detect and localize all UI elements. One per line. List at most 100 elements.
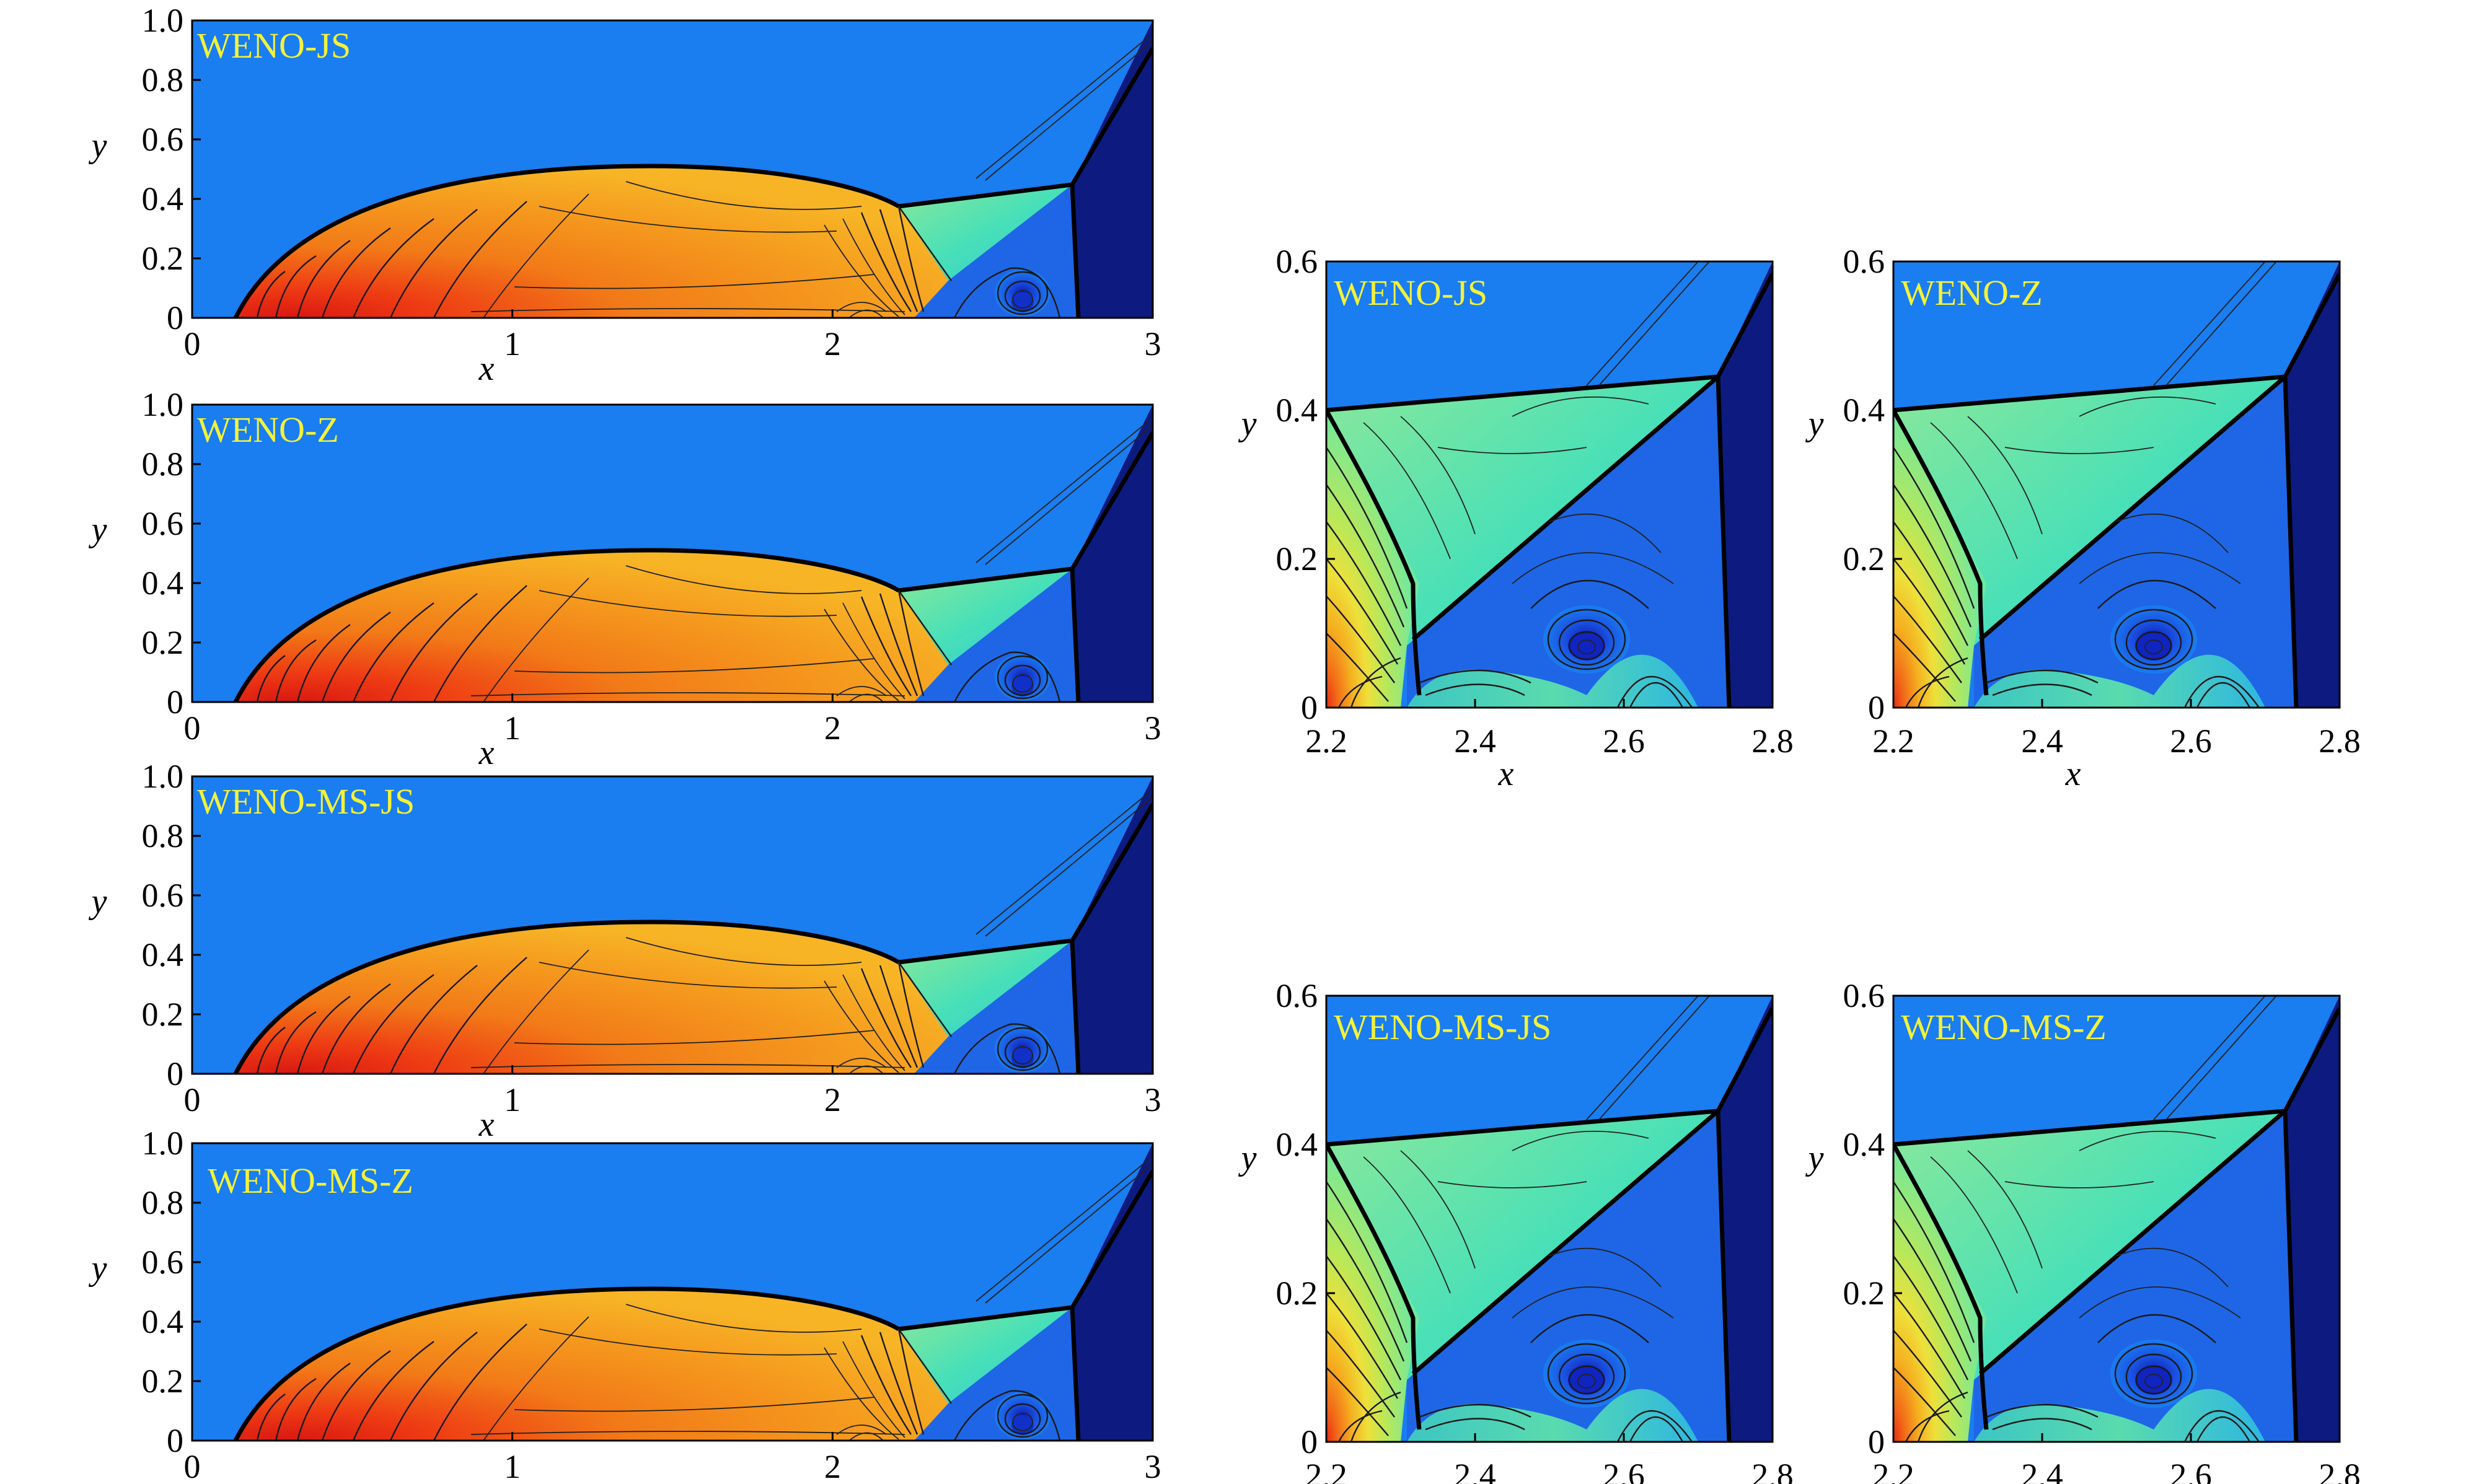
y-axis-label: y xyxy=(89,1249,107,1288)
plot-frame xyxy=(191,19,1154,319)
x-axis-label: x xyxy=(478,1105,495,1144)
x-axis-label: x xyxy=(478,1472,495,1484)
y-tick-label: 0.8 xyxy=(142,446,184,483)
y-tick-label: 0.2 xyxy=(1843,540,1885,577)
plot-frame xyxy=(1892,260,2341,709)
y-tick-label: 0 xyxy=(167,683,183,721)
x-tick-label: 2 xyxy=(824,325,841,362)
y-tick-label: 1.0 xyxy=(142,1125,184,1162)
x-tick-label: 2 xyxy=(824,709,841,747)
y-tick-label: 0.6 xyxy=(142,877,184,914)
y-tick-label: 0.8 xyxy=(142,61,184,99)
y-tick-label: 0.4 xyxy=(1276,1126,1318,1163)
zoomed-panels: 2.2 2.4 2.6 2.8 0 0.2 0.4 0.6 x y WENO-JS 2.2 2.4 2.6… xyxy=(1238,243,2361,1484)
panel-title: WENO-Z xyxy=(197,410,339,450)
density-contour-field xyxy=(1893,261,2340,708)
y-axis-label: y xyxy=(89,511,107,549)
panel-full-weno-ms-z: 0 1 2 3 0 0.2 0.4 0.6 0.8 1.0 x y WENO-MS-Z xyxy=(89,1125,1161,1484)
plot-frame xyxy=(1325,994,1774,1443)
panel-zoom-weno-js: 2.2 2.4 2.6 2.8 0 0.2 0.4 0.6 x y WENO-JS xyxy=(1238,243,1794,793)
panel-title: WENO-JS xyxy=(197,25,351,66)
x-axis-label: x xyxy=(1498,755,1514,793)
x-tick-label: 2.8 xyxy=(1751,722,1794,760)
y-tick-label: 0.6 xyxy=(1276,243,1318,280)
plot-frame xyxy=(1325,260,1774,709)
y-tick-label: 0.2 xyxy=(1276,1275,1318,1312)
y-tick-label: 0.6 xyxy=(1843,243,1885,280)
x-axis-label: x xyxy=(478,734,495,772)
y-tick-label: 1.0 xyxy=(142,758,184,795)
x-tick-label: 2.4 xyxy=(1454,1457,1496,1484)
y-axis-label: y xyxy=(1238,405,1257,443)
x-tick-label: 2.6 xyxy=(2170,1457,2212,1484)
x-tick-label: 2.2 xyxy=(1305,1457,1347,1484)
y-tick-label: 1.0 xyxy=(142,2,184,39)
y-tick-label: 0.2 xyxy=(142,996,184,1033)
y-tick-label: 0 xyxy=(1868,1423,1885,1460)
x-tick-label: 3 xyxy=(1145,325,1161,362)
y-tick-label: 0.4 xyxy=(1276,392,1318,429)
panel-title: WENO-MS-JS xyxy=(197,781,415,822)
plot-frame xyxy=(191,1142,1154,1442)
x-tick-label: 2.2 xyxy=(1872,1457,1914,1484)
y-tick-label: 0 xyxy=(167,299,183,336)
y-tick-label: 0.2 xyxy=(1276,540,1318,577)
x-tick-label: 2.2 xyxy=(1305,722,1347,760)
panel-title: WENO-MS-Z xyxy=(1901,1007,2107,1047)
x-tick-label: 0 xyxy=(184,1448,201,1484)
x-tick-label: 2.8 xyxy=(1751,1457,1794,1484)
x-axis-label: x xyxy=(2065,755,2081,793)
x-tick-label: 2.6 xyxy=(1603,722,1645,760)
x-tick-label: 2.4 xyxy=(2021,722,2063,760)
x-tick-label: 1 xyxy=(504,325,521,362)
full-domain-panels: 0 1 2 3 0 0.2 0.4 0.6 0.8 1.0 x y WENO-JS 0 1 2 3 0 0.2 0.4… xyxy=(89,2,1161,1484)
y-axis-label: y xyxy=(1238,1139,1257,1177)
panel-full-weno-js: 0 1 2 3 0 0.2 0.4 0.6 0.8 1.0 x y WENO-JS xyxy=(89,2,1161,388)
y-tick-label: 1.0 xyxy=(142,386,184,423)
x-tick-label: 2.4 xyxy=(1454,722,1496,760)
x-tick-label: 2 xyxy=(824,1448,841,1484)
y-tick-label: 0.6 xyxy=(1276,977,1318,1014)
y-tick-label: 0.4 xyxy=(1843,392,1885,429)
x-tick-label: 2.6 xyxy=(2170,722,2212,760)
y-axis-label: y xyxy=(1805,405,1824,443)
panel-title: WENO-JS xyxy=(1334,273,1487,313)
y-tick-label: 0.8 xyxy=(142,817,184,854)
y-tick-label: 0.2 xyxy=(142,624,184,661)
y-tick-label: 0 xyxy=(1301,689,1318,726)
y-tick-label: 0.2 xyxy=(142,1363,184,1400)
x-tick-label: 2.4 xyxy=(2021,1457,2063,1484)
x-tick-label: 1 xyxy=(504,1081,521,1118)
y-tick-label: 0.6 xyxy=(1843,977,1885,1014)
panel-title: WENO-Z xyxy=(1901,273,2043,313)
density-contour-field xyxy=(1893,996,2340,1442)
x-tick-label: 3 xyxy=(1145,1081,1161,1118)
y-tick-label: 0.6 xyxy=(142,505,184,542)
x-tick-label: 2.8 xyxy=(2319,1457,2361,1484)
y-tick-label: 0.2 xyxy=(142,240,184,277)
plot-frame xyxy=(191,403,1154,703)
x-axis-label: x xyxy=(478,349,495,388)
x-tick-label: 0 xyxy=(184,709,201,747)
x-tick-label: 1 xyxy=(504,709,521,747)
x-tick-label: 0 xyxy=(184,1081,201,1118)
density-contour-field xyxy=(1326,261,1773,708)
density-contour-field xyxy=(1326,996,1773,1442)
y-tick-label: 0.6 xyxy=(142,121,184,158)
y-axis-label: y xyxy=(89,126,107,165)
y-axis-label: y xyxy=(89,882,107,921)
panel-zoom-weno-z: 2.2 2.4 2.6 2.8 0 0.2 0.4 0.6 x y WENO-Z xyxy=(1805,243,2361,793)
x-tick-label: 1 xyxy=(504,1448,521,1484)
y-tick-label: 0 xyxy=(1301,1423,1318,1460)
x-tick-label: 2.2 xyxy=(1872,722,1914,760)
x-tick-label: 3 xyxy=(1145,709,1161,747)
panel-title: WENO-MS-JS xyxy=(1334,1007,1551,1047)
panel-full-weno-z: 0 1 2 3 0 0.2 0.4 0.6 0.8 1.0 x y WENO-Z xyxy=(89,386,1161,772)
y-tick-label: 0 xyxy=(167,1055,183,1092)
y-axis-label: y xyxy=(1805,1139,1824,1177)
y-tick-label: 0.2 xyxy=(1843,1275,1885,1312)
x-tick-label: 2.6 xyxy=(1603,1457,1645,1484)
x-tick-label: 3 xyxy=(1145,1448,1161,1484)
